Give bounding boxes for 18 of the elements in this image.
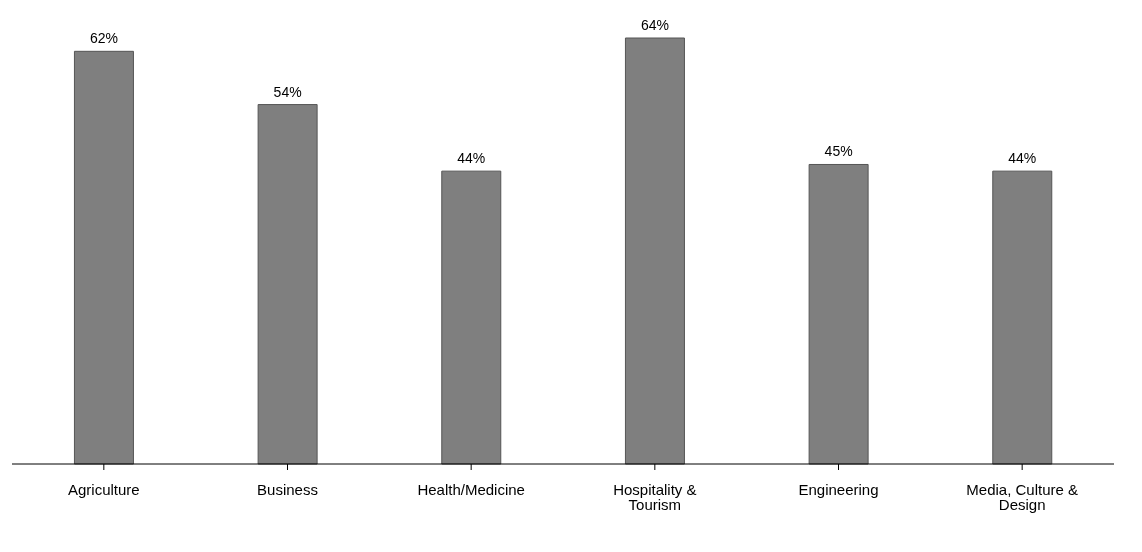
data-label: 44% — [457, 150, 486, 167]
x-tick-label: Engineering — [798, 480, 879, 498]
bar — [441, 170, 502, 465]
x-tick-label: Agriculture — [67, 480, 140, 498]
x-tick-label: Hospitality & Tourism — [613, 480, 697, 513]
data-label: 45% — [824, 143, 853, 160]
bar — [624, 37, 685, 465]
bar — [808, 163, 869, 465]
bar — [257, 104, 318, 465]
bar — [73, 50, 134, 465]
data-label: 62% — [89, 30, 118, 47]
x-tick-label: Media, Culture & Design — [966, 480, 1079, 513]
x-tick-label: Health/Medicine — [417, 480, 525, 498]
data-label: 44% — [1008, 150, 1037, 167]
bar — [992, 170, 1053, 465]
data-label: 64% — [640, 17, 669, 33]
data-label: 54% — [273, 83, 302, 100]
x-tick-label: Business — [257, 480, 318, 498]
